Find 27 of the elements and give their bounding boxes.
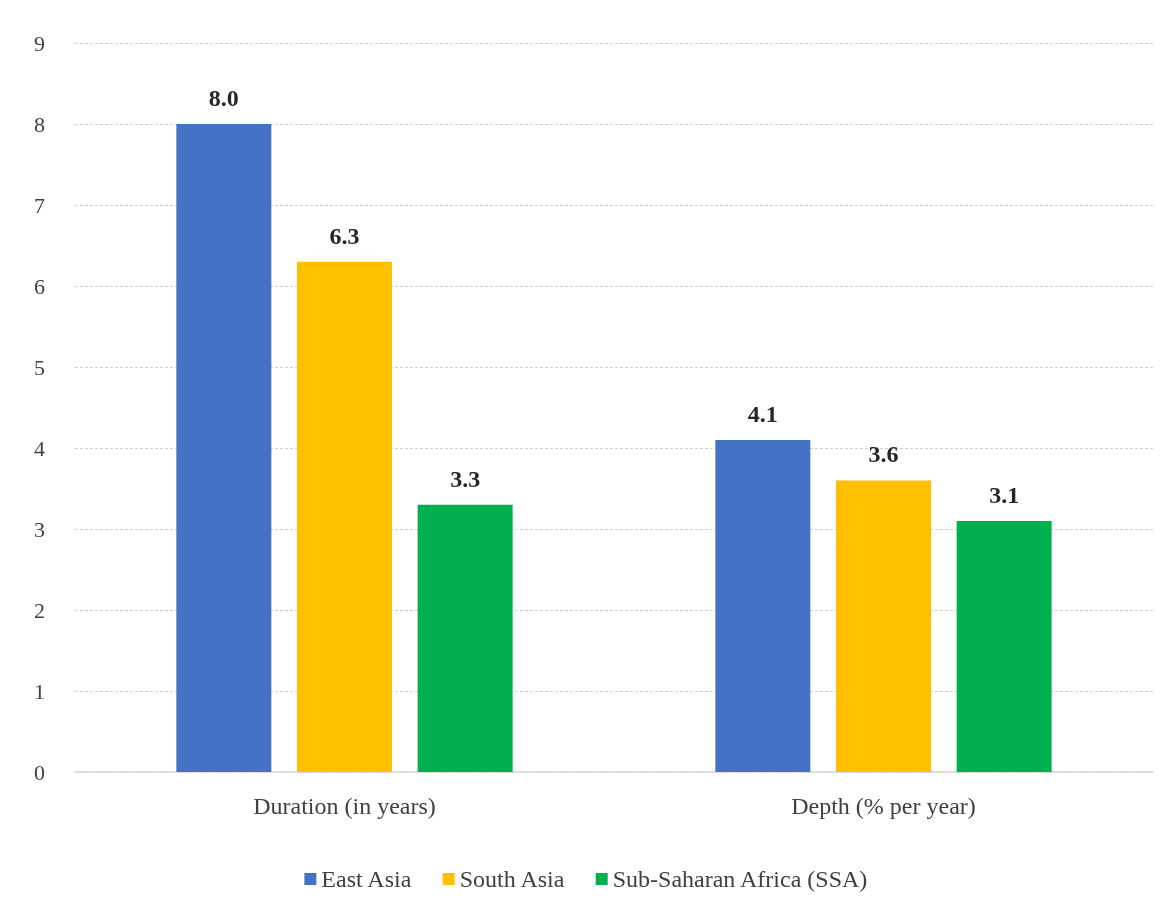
y-tick-label: 3	[34, 516, 45, 542]
y-tick-label: 0	[34, 759, 45, 785]
bar	[176, 124, 272, 772]
bar	[417, 504, 513, 772]
y-tick-label: 4	[34, 435, 45, 461]
legend-label: East Asia	[321, 866, 412, 892]
y-tick-label: 2	[34, 597, 45, 623]
legend-label: South Asia	[459, 866, 565, 892]
y-tick-label: 6	[34, 273, 45, 299]
y-tick-label: 7	[34, 192, 45, 218]
data-label: 8.0	[208, 85, 239, 111]
x-tick-label: Depth (% per year)	[791, 793, 976, 819]
bar	[836, 480, 931, 772]
data-label: 3.1	[989, 481, 1020, 508]
bar	[715, 439, 811, 772]
x-tick-label: Duration (in years)	[253, 793, 436, 819]
legend-label: Sub-Saharan Africa (SSA)	[612, 866, 868, 892]
y-tick-label: 9	[34, 30, 45, 56]
data-label: 4.1	[747, 400, 778, 427]
y-tick-label: 1	[34, 678, 45, 704]
y-tick-label: 8	[34, 111, 45, 137]
bar	[956, 520, 1052, 772]
data-label: 6.3	[329, 222, 360, 249]
y-tick-label: 5	[34, 354, 45, 380]
data-label: 3.3	[450, 465, 481, 492]
bar	[297, 261, 392, 772]
data-label: 3.6	[868, 441, 899, 468]
